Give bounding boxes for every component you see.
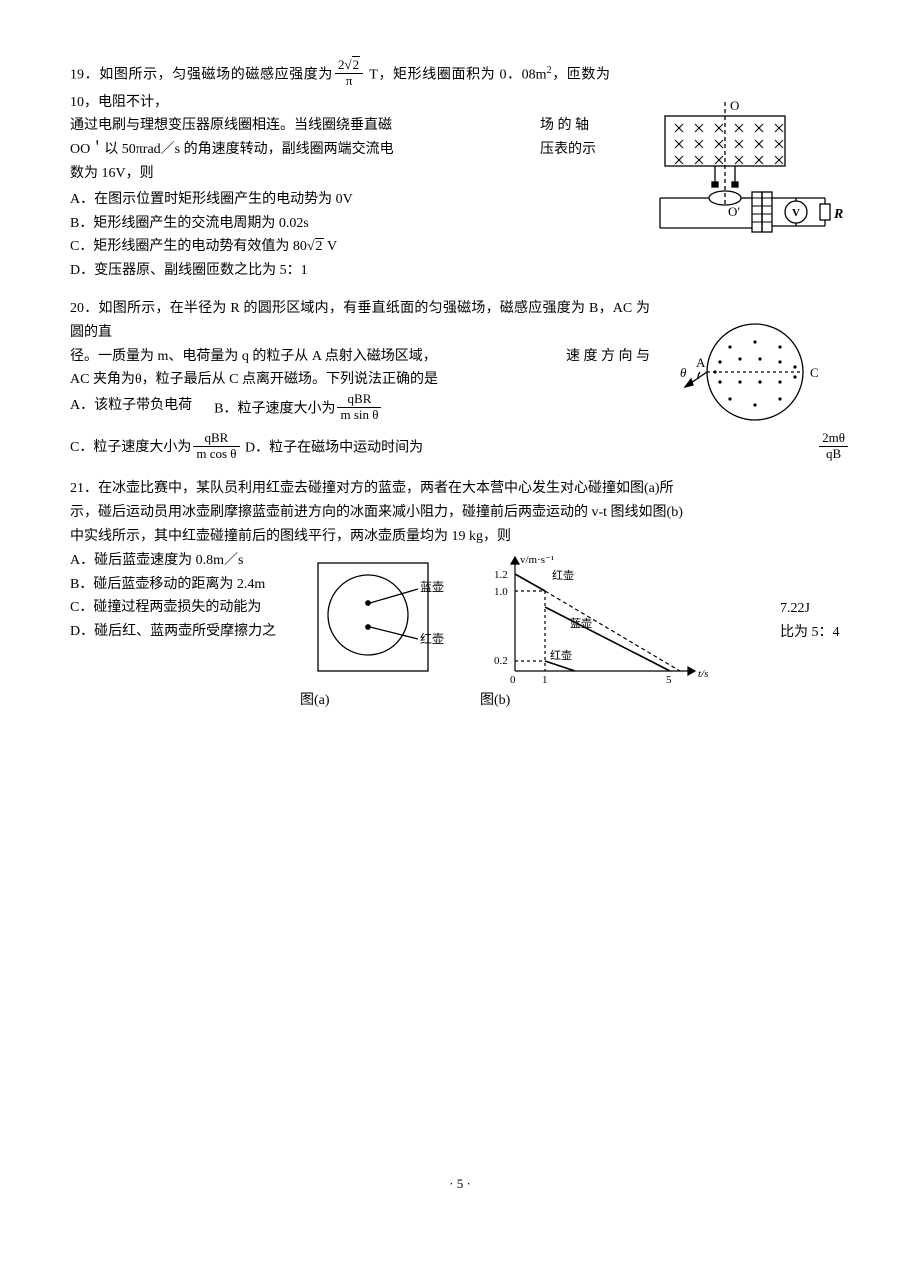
q20-svg: A C θ (660, 317, 850, 427)
q21-optA: A．碰后蓝壶速度为 0.8m／s (70, 549, 300, 573)
question-20: A C θ 20．如图所示，在半径为 R 的圆形区域内，有垂直纸面的匀强磁场，磁… (70, 297, 850, 463)
xtick-1: 1 (542, 674, 548, 686)
q19-figure: O O′ V R (620, 98, 850, 258)
xtick-5: 5 (666, 674, 672, 686)
q19-line2r: 场 的 轴 (540, 114, 610, 138)
q21-options: A．碰后蓝壶速度为 0.8m／s B．碰后蓝壶移动的距离为 2.4m C．碰撞过… (70, 549, 300, 713)
figB-red1: 红壶 (552, 568, 574, 582)
ytick-12: 1.2 (494, 569, 508, 581)
figA-caption: 图(a) (300, 689, 450, 713)
q21-line2: 示，碰后运动员用冰壶刷摩擦蓝壶前进方向的冰面来减小阻力，碰撞前后两壶运动的 v-… (70, 501, 850, 525)
xtick-0: 0 (510, 674, 516, 686)
q21-optC-l: C．碰撞过程两壶损失的动能为 (70, 596, 300, 620)
label-O: O (730, 98, 739, 113)
q20-line2r: 速 度 方 向 与 (566, 345, 650, 369)
q20-line2l: 径。一质量为 m、电荷量为 q 的粒子从 A 点射入磁场区域， (70, 345, 554, 369)
q20-line1: 如图所示，在半径为 R 的圆形区域内，有垂直纸面的匀强磁场，磁感应强度为 B，A… (70, 301, 650, 340)
q21-optD-l: D．碰后红、蓝两壶所受摩擦力之 (70, 620, 300, 644)
q19-num: 19． (70, 68, 99, 83)
q19-line2l: 通过电刷与理想变压器原线圈相连。当线圈绕垂直磁 (70, 114, 610, 138)
q20-optC: C．粒子速度大小为qBRm cos θ (70, 440, 245, 455)
q19-line3l: OO＇以 50πrad／s 的角速度转动，副线圈两端交流电 (70, 138, 540, 162)
q21-line1: 在冰壶比赛中，某队员利用红壶去碰撞对方的蓝壶，两者在大本营中心发生对心碰撞如图(… (98, 481, 674, 496)
figA-blue: 蓝壶 (420, 579, 444, 594)
q21-optC-r: 7.22J (780, 597, 850, 621)
label-Oprime: O′ (728, 204, 740, 219)
figA-red: 红壶 (420, 631, 444, 646)
label-R: R (833, 207, 843, 222)
q19-line1b: T，矩形线圈面积为 0．08m (365, 68, 546, 83)
question-21: 21．在冰壶比赛中，某队员利用红壶去碰撞对方的蓝壶，两者在大本营中心发生对心碰撞… (70, 477, 850, 712)
q19-line1a: 如图所示，匀强磁场的磁感应强度为 (99, 68, 333, 83)
ytick-10: 1.0 (494, 586, 508, 598)
q21-figA: 蓝壶 红壶 图(a) (300, 549, 450, 713)
q19-line3r: 压表的示 (540, 138, 610, 162)
q21-line3: 中实线所示，其中红壶碰撞前后的图线平行，两冰壶质量均为 19 kg，则 (70, 525, 850, 549)
q21-right-col: 7.22J 比为 5：4 (780, 549, 850, 713)
q20-optD-frac: 2mθqB (817, 433, 850, 464)
figB-red2: 红壶 (550, 648, 572, 662)
q21-figB: v/m·s⁻¹ t/s 1.2 1.0 0.2 0 1 5 红壶 蓝壶 红壶 图… (480, 549, 710, 713)
q20-figure: A C θ (660, 317, 850, 427)
question-19: O O′ V R 19．如图所示，匀强磁场的磁感应强度为22π T，矩形线圈面积… (70, 60, 850, 283)
label-V: V (792, 207, 800, 219)
q19-optD: D．变压器原、副线圈匝数之比为 5：1 (70, 259, 850, 283)
page-number: · 5 · (70, 1173, 850, 1195)
label-theta: θ (680, 365, 687, 380)
q21-num: 21． (70, 481, 98, 496)
ytick-02: 0.2 (494, 655, 508, 667)
q21-optD-r: 比为 5：4 (780, 621, 850, 645)
figB-ylabel: v/m·s⁻¹ (520, 554, 554, 566)
q19-frac1: 22π (335, 58, 363, 89)
label-A: A (696, 355, 706, 370)
figB-caption: 图(b) (480, 689, 710, 713)
q20-optB: B．粒子速度大小为qBRm sin θ (214, 394, 383, 425)
figB-blue: 蓝壶 (570, 616, 592, 630)
q20-optA: A．该粒子带负电荷 (70, 394, 192, 425)
figB-xlabel: t/s (698, 668, 708, 680)
q20-optD-a: D．粒子在磁场中运动时间为 (245, 440, 423, 455)
q20-num: 20． (70, 301, 98, 316)
label-C: C (810, 365, 819, 380)
q21-optB: B．碰后蓝壶移动的距离为 2.4m (70, 573, 300, 597)
q19-svg: O O′ V R (620, 98, 850, 258)
